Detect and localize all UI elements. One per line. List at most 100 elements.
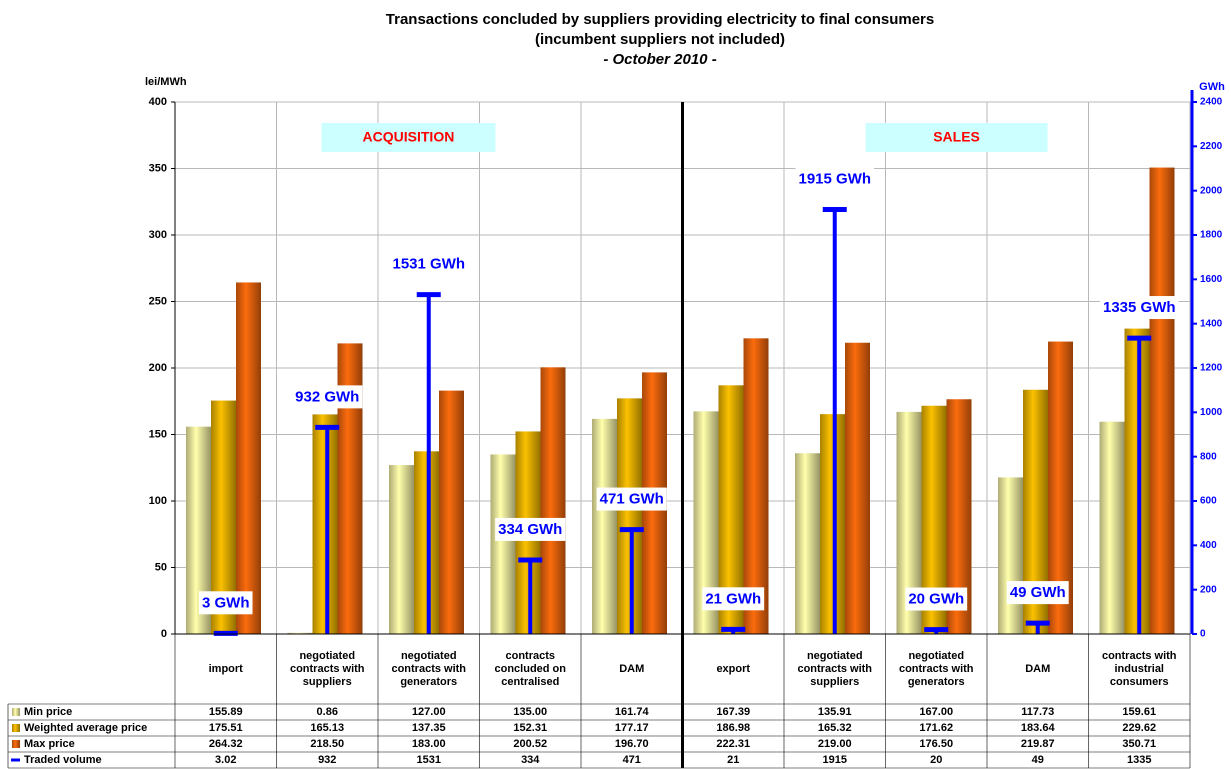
x-tick-label: DAM bbox=[1025, 663, 1050, 675]
annotation-box bbox=[321, 123, 496, 152]
data-label: 20 GWh bbox=[908, 591, 964, 608]
table-cell: 334 bbox=[521, 754, 540, 766]
table-cell: 186.98 bbox=[716, 722, 750, 734]
legend-swatch bbox=[12, 724, 20, 732]
y2-tick-label: 1800 bbox=[1200, 230, 1223, 241]
table-cell: 177.17 bbox=[615, 722, 649, 734]
table-cell: 350.71 bbox=[1122, 738, 1156, 750]
bar bbox=[1099, 421, 1125, 634]
bar bbox=[287, 632, 313, 634]
legend-label: Weighted average price bbox=[24, 722, 147, 734]
table-cell: 165.13 bbox=[310, 722, 344, 734]
bar bbox=[743, 338, 769, 634]
chart-title: Transactions concluded by suppliers prov… bbox=[386, 11, 934, 28]
y-tick-label: 50 bbox=[155, 561, 167, 573]
table-cell: 117.73 bbox=[1021, 706, 1054, 718]
table-cell: 3.02 bbox=[215, 754, 236, 766]
bar bbox=[617, 398, 642, 634]
x-tick-label: contracts concluded on centralised bbox=[495, 650, 567, 688]
table-cell: 135.91 bbox=[818, 706, 852, 718]
bar bbox=[845, 342, 870, 634]
y-axis-label: lei/MWh bbox=[145, 76, 187, 88]
data-label-bg bbox=[495, 517, 566, 541]
bar bbox=[998, 477, 1023, 634]
y2-tick-label: 600 bbox=[1200, 496, 1217, 507]
x-tick-label: negotiated contracts with suppliers bbox=[290, 650, 365, 688]
bar bbox=[592, 418, 617, 634]
data-label-bg bbox=[795, 167, 875, 191]
table-cell: 219.00 bbox=[818, 738, 852, 750]
legend-label: Min price bbox=[24, 706, 72, 718]
x-tick-label: contracts with industrial consumers bbox=[1102, 650, 1177, 688]
data-label-bg bbox=[389, 252, 469, 276]
annotation: SALES bbox=[933, 129, 980, 145]
data-label-bg bbox=[905, 587, 968, 611]
data-label: 334 GWh bbox=[498, 521, 562, 538]
legend-label: Max price bbox=[24, 738, 75, 750]
x-tick-label: import bbox=[209, 663, 244, 675]
table-cell: 137.35 bbox=[412, 722, 446, 734]
data-label: 1335 GWh bbox=[1103, 299, 1176, 316]
table-cell: 135.00 bbox=[513, 706, 547, 718]
table-cell: 159.61 bbox=[1122, 706, 1156, 718]
legend-swatch bbox=[12, 740, 20, 748]
bar bbox=[795, 453, 820, 634]
y2-tick-label: 2000 bbox=[1200, 185, 1223, 196]
table-cell: 218.50 bbox=[310, 738, 344, 750]
bar bbox=[236, 282, 261, 634]
data-label-bg bbox=[292, 385, 363, 409]
table-cell: 161.74 bbox=[615, 706, 650, 718]
table-cell: 176.50 bbox=[919, 738, 953, 750]
data-label: 1915 GWh bbox=[798, 170, 871, 187]
x-tick-label: export bbox=[716, 663, 750, 675]
bar bbox=[414, 451, 439, 634]
table-cell: 183.00 bbox=[412, 738, 446, 750]
data-label-bg bbox=[199, 591, 253, 615]
y-tick-label: 100 bbox=[149, 495, 167, 507]
x-tick-label: negotiated contracts with generators bbox=[391, 650, 466, 688]
y2-tick-label: 2200 bbox=[1200, 141, 1223, 152]
table-cell: 1915 bbox=[823, 754, 847, 766]
y2-axis-label: GWh bbox=[1199, 81, 1225, 93]
bar bbox=[1124, 328, 1150, 634]
y2-tick-label: 800 bbox=[1200, 451, 1217, 462]
annotation: ACQUISITION bbox=[363, 129, 455, 145]
y-tick-label: 150 bbox=[149, 428, 167, 440]
table-cell: 127.00 bbox=[412, 706, 446, 718]
data-label-bg bbox=[1099, 296, 1179, 320]
table-cell: 219.87 bbox=[1021, 738, 1055, 750]
table-cell: 167.39 bbox=[716, 706, 750, 718]
y2-tick-label: 2400 bbox=[1200, 97, 1223, 108]
bar bbox=[389, 465, 414, 634]
y2-tick-label: 200 bbox=[1200, 584, 1217, 595]
data-label: 21 GWh bbox=[705, 590, 761, 607]
y-tick-label: 350 bbox=[149, 162, 167, 174]
bar bbox=[312, 414, 338, 634]
y2-tick-label: 400 bbox=[1200, 540, 1217, 551]
table-cell: 183.64 bbox=[1021, 722, 1056, 734]
data-label-bg bbox=[1006, 581, 1069, 605]
data-label-bg bbox=[702, 587, 765, 611]
table-cell: 1531 bbox=[417, 754, 441, 766]
table-cell: 264.32 bbox=[209, 738, 243, 750]
x-tick-label: negotiated contracts with suppliers bbox=[797, 650, 872, 688]
table-cell: 0.86 bbox=[317, 706, 338, 718]
table-cell: 49 bbox=[1032, 754, 1044, 766]
legend-label: Traded volume bbox=[24, 754, 102, 766]
table-cell: 20 bbox=[930, 754, 942, 766]
table-cell: 167.00 bbox=[919, 706, 953, 718]
bar bbox=[1149, 167, 1175, 634]
data-label: 3 GWh bbox=[202, 594, 250, 611]
table-cell: 196.70 bbox=[615, 738, 649, 750]
y-tick-label: 300 bbox=[149, 229, 167, 241]
legend-swatch bbox=[12, 708, 20, 716]
table-cell: 200.52 bbox=[513, 738, 547, 750]
table-cell: 932 bbox=[318, 754, 336, 766]
data-label: 471 GWh bbox=[600, 491, 664, 508]
data-label: 1531 GWh bbox=[392, 256, 465, 273]
bar bbox=[439, 390, 464, 634]
y2-tick-label: 1400 bbox=[1200, 318, 1223, 329]
table-cell: 155.89 bbox=[209, 706, 243, 718]
chart-period: - October 2010 - bbox=[603, 51, 716, 68]
bar bbox=[490, 454, 516, 634]
